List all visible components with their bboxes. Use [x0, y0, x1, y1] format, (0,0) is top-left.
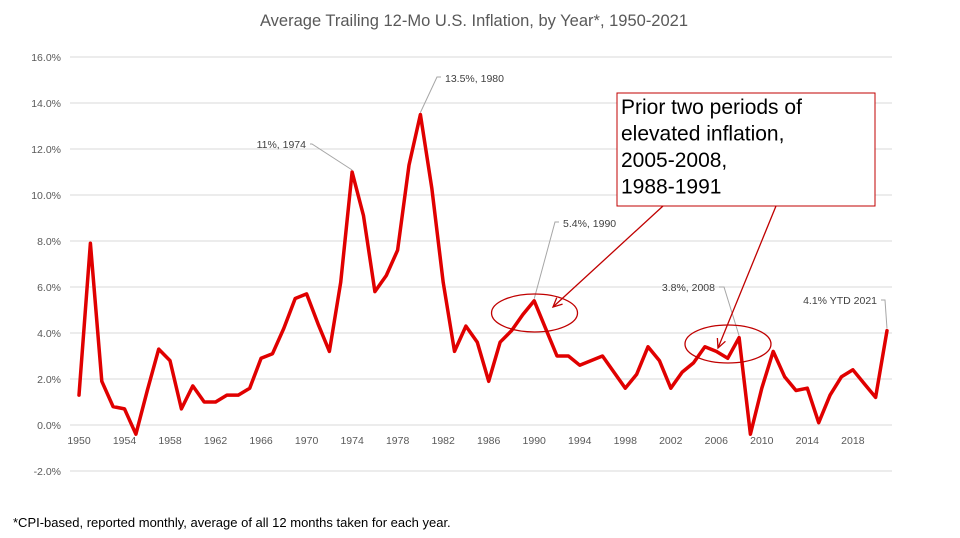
y-tick-label: 8.0%: [37, 236, 61, 248]
x-tick-label: 1962: [204, 435, 228, 447]
annotation-leader-line: [419, 76, 441, 113]
arrow-to-2005-2008: [716, 205, 777, 350]
annotation-label: 13.5%, 1980: [445, 73, 504, 85]
y-tick-label: 16.0%: [31, 52, 61, 64]
x-tick-label: 1970: [295, 435, 319, 447]
y-tick-label: 12.0%: [31, 144, 61, 156]
x-tick-label: 2018: [841, 435, 865, 447]
x-tick-label: 1958: [158, 435, 182, 447]
highlight-ellipse-1988-1991: [490, 293, 579, 333]
x-tick-label: 1990: [523, 435, 547, 447]
y-tick-label: -2.0%: [34, 466, 61, 478]
x-tick-label: 1998: [614, 435, 638, 447]
annotation-leader-line: [881, 299, 888, 329]
gridlines: [70, 56, 892, 472]
callout-box: [616, 92, 876, 207]
annotation-label: 4.1% YTD 2021: [803, 295, 877, 307]
annotation-leader-line: [533, 221, 559, 299]
footnote: *CPI-based, reported monthly, average of…: [13, 515, 451, 530]
callout-text-line: Prior two periods of: [621, 96, 802, 119]
arrow-to-1988-1991: [551, 205, 664, 309]
x-tick-label: 1966: [249, 435, 273, 447]
x-tick-label: 2006: [705, 435, 729, 447]
annotation-leader-line: [719, 286, 740, 336]
y-axis-ticks: -2.0% 0.0% 2.0% 4.0% 6.0% 8.0% 10.0% 12.0% 14.0%…: [31, 52, 61, 478]
y-tick-label: 4.0%: [37, 328, 61, 340]
annotation-label: 11%, 1974: [257, 139, 307, 151]
x-tick-label: 1978: [386, 435, 410, 447]
arrow-head: [551, 297, 563, 309]
data-label-annotations: 11%, 1974 13.5%, 1980 5.4%, 1990 3.8%, 2008…: [257, 73, 888, 336]
x-tick-label: 2002: [659, 435, 683, 447]
series-line-inflation: [77, 112, 889, 436]
arrow-shaft: [552, 205, 664, 308]
y-tick-label: 6.0%: [37, 282, 61, 294]
x-tick-label: 2010: [750, 435, 774, 447]
annotation-label: 5.4%, 1990: [563, 218, 616, 230]
x-tick-label: 1994: [568, 435, 592, 447]
arrow-head: [716, 337, 726, 350]
annotation-label: 3.8%, 2008: [662, 282, 715, 294]
x-tick-label: 1986: [477, 435, 501, 447]
x-tick-label: 2014: [796, 435, 820, 447]
x-tick-label: 1950: [67, 435, 91, 447]
callout-annotation: Prior two periods of elevated inflation, 2…: [490, 92, 876, 364]
y-tick-label: 10.0%: [31, 190, 61, 202]
x-tick-label: 1974: [340, 435, 364, 447]
arrow-shaft: [717, 205, 777, 349]
callout-text-line: 1988-1991: [621, 176, 721, 199]
y-tick-label: 14.0%: [31, 98, 61, 110]
callout-text-line: 2005-2008,: [621, 149, 727, 172]
x-axis-ticks: 1950 1954 1958 1962 1966 1970 1974 1978 1982 1986…: [67, 435, 864, 447]
series-layer: [77, 112, 889, 436]
y-tick-label: 2.0%: [37, 374, 61, 386]
annotation-leader-line: [310, 143, 353, 171]
callout-text-line: elevated inflation,: [621, 123, 784, 146]
y-tick-label: 0.0%: [37, 420, 61, 432]
chart-title: Average Trailing 12-Mo U.S. Inflation, b…: [260, 12, 688, 30]
x-tick-label: 1954: [113, 435, 137, 447]
x-tick-label: 1982: [431, 435, 455, 447]
